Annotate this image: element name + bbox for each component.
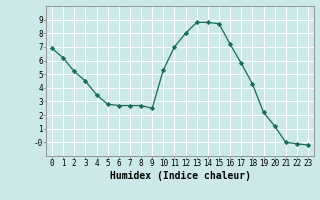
X-axis label: Humidex (Indice chaleur): Humidex (Indice chaleur): [109, 171, 251, 181]
